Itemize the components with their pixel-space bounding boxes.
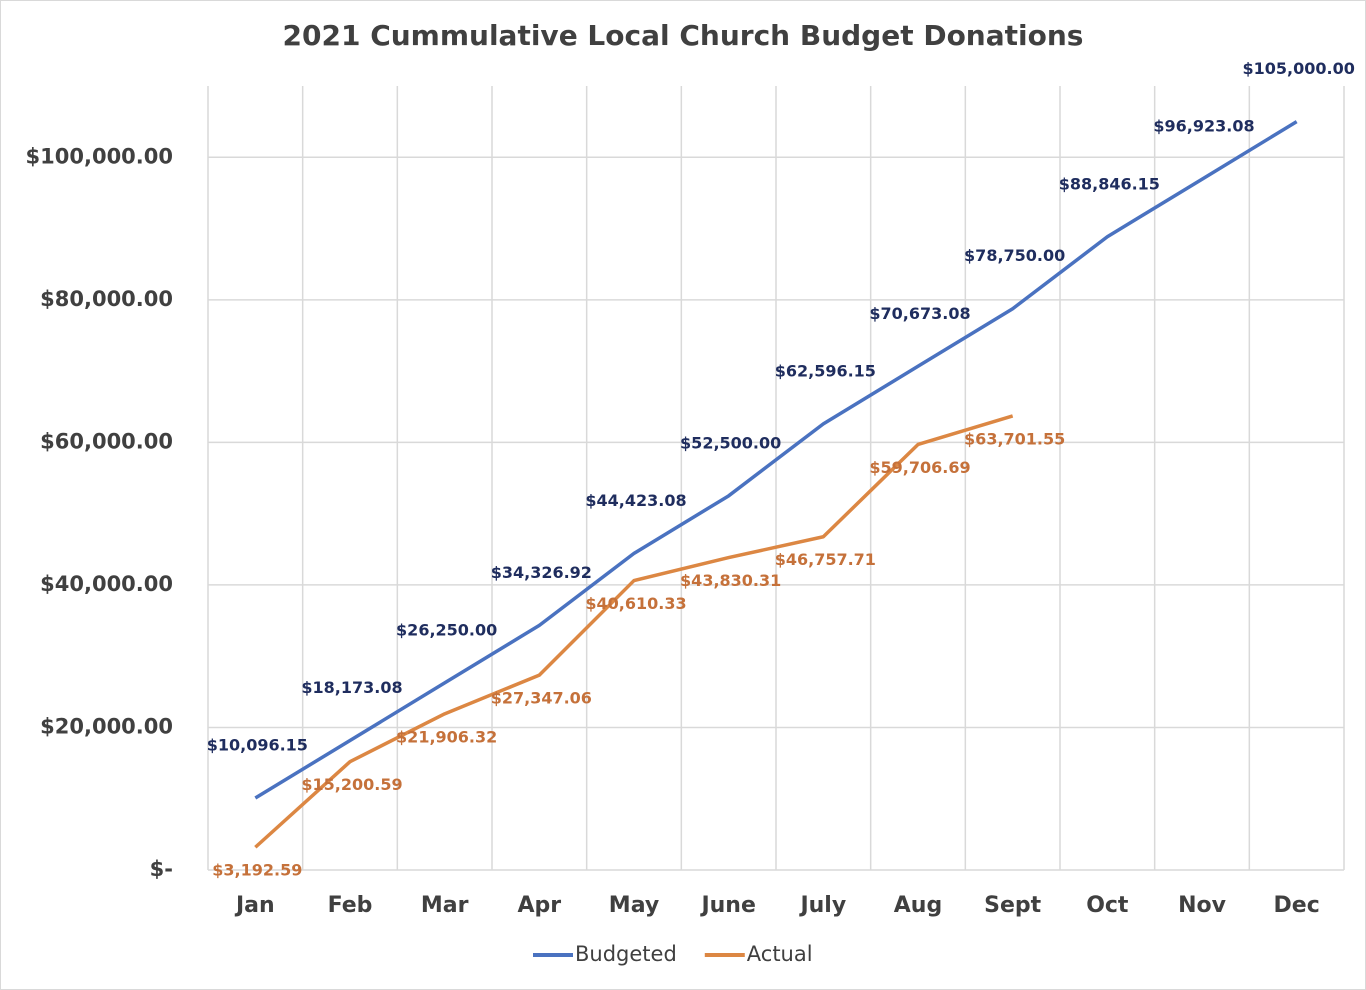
data-label: $62,596.15	[775, 361, 876, 380]
data-label: $34,326.92	[491, 563, 592, 582]
y-tick-label: $20,000.00	[40, 714, 173, 738]
chart-title: 2021 Cummulative Local Church Budget Don…	[283, 19, 1084, 52]
legend-label: Actual	[747, 942, 813, 966]
data-label: $43,830.31	[680, 571, 781, 590]
x-tick-label: Aug	[894, 893, 942, 918]
y-tick-label: $80,000.00	[40, 287, 173, 311]
x-tick-label: Apr	[518, 893, 562, 918]
data-label: $44,423.08	[585, 491, 686, 510]
data-label: $63,701.55	[964, 429, 1065, 448]
x-tick-label: June	[699, 893, 755, 918]
data-label: $88,846.15	[1059, 174, 1160, 193]
x-tick-label: July	[798, 893, 846, 918]
x-tick-label: Oct	[1086, 893, 1129, 918]
x-tick-label: Mar	[421, 893, 469, 918]
data-label: $59,706.69	[869, 458, 970, 477]
data-label: $3,192.59	[212, 861, 302, 880]
data-label: $105,000.00	[1242, 59, 1354, 78]
data-label: $21,906.32	[396, 727, 497, 746]
y-tick-label: $60,000.00	[40, 429, 173, 453]
data-label: $27,347.06	[491, 689, 592, 708]
data-label: $52,500.00	[680, 433, 781, 452]
data-label: $96,923.08	[1153, 117, 1254, 136]
x-tick-label: Feb	[328, 893, 373, 918]
x-tick-label: Nov	[1178, 893, 1227, 918]
y-tick-label: $40,000.00	[40, 572, 173, 596]
series-line	[254, 120, 1298, 800]
x-tick-label: May	[609, 893, 659, 918]
series-line	[254, 414, 1014, 849]
x-tick-label: Dec	[1274, 893, 1320, 918]
data-label: $15,200.59	[301, 775, 402, 794]
y-tick-label: $100,000.00	[26, 144, 173, 168]
data-label: $18,173.08	[301, 678, 402, 697]
y-tick-label: $-	[150, 857, 173, 881]
data-label: $40,610.33	[585, 594, 686, 613]
x-tick-label: Sept	[984, 893, 1042, 918]
data-label: $26,250.00	[396, 620, 497, 639]
data-label: $46,757.71	[775, 550, 876, 569]
x-tick-label: Jan	[234, 893, 275, 918]
data-label: $78,750.00	[964, 246, 1065, 265]
legend-label: Budgeted	[575, 942, 677, 966]
data-label: $70,673.08	[869, 304, 970, 323]
data-label: $10,096.15	[207, 736, 308, 755]
